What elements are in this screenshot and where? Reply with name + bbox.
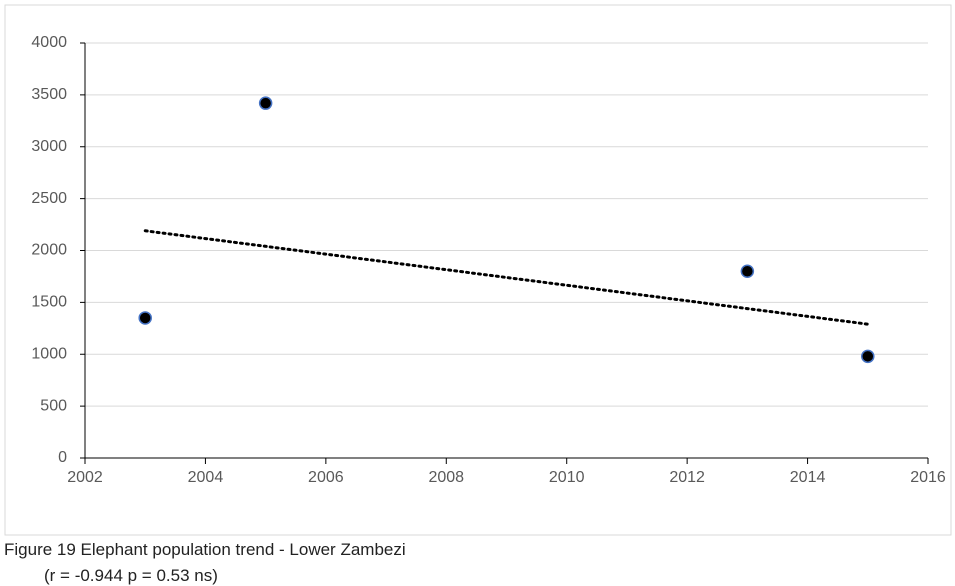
- x-tick-label: 2002: [67, 469, 103, 486]
- x-tick-label: 2008: [428, 469, 464, 486]
- x-tick-label: 2016: [910, 469, 946, 486]
- point: [861, 349, 875, 364]
- y-tick-label: 1500: [31, 294, 67, 311]
- chart: 0 500 1000 1500 2000 2500 3000 3500 4000 2002 2004…: [4, 4, 952, 536]
- y-tick-label: 4000: [31, 34, 67, 51]
- point: [138, 311, 152, 325]
- y-tick-label: 1000: [31, 345, 67, 362]
- x-tick-label: 2014: [790, 469, 826, 486]
- y-tick-label: 2000: [31, 242, 67, 259]
- x-tick-label: 2010: [549, 469, 585, 486]
- y-tick-label: 3500: [31, 86, 67, 103]
- y-tick-label: 3000: [31, 138, 67, 155]
- trendline: [143, 229, 870, 326]
- point: [258, 96, 273, 110]
- chart-frame: [4, 4, 952, 536]
- x-tick-label: 2006: [308, 469, 344, 486]
- point: [740, 264, 755, 278]
- y-tick-label: 0: [58, 449, 67, 466]
- y-tick-label: 500: [40, 397, 67, 414]
- x-tick-label: 2012: [669, 469, 705, 486]
- y-tick-label: 2500: [31, 190, 67, 207]
- caption-line: Figure 19 Elephant population trend - Lo…: [4, 540, 406, 559]
- caption-line: (r = -0.944 p = 0.53 ns): [44, 566, 218, 585]
- x-tick-label: 2004: [188, 469, 224, 486]
